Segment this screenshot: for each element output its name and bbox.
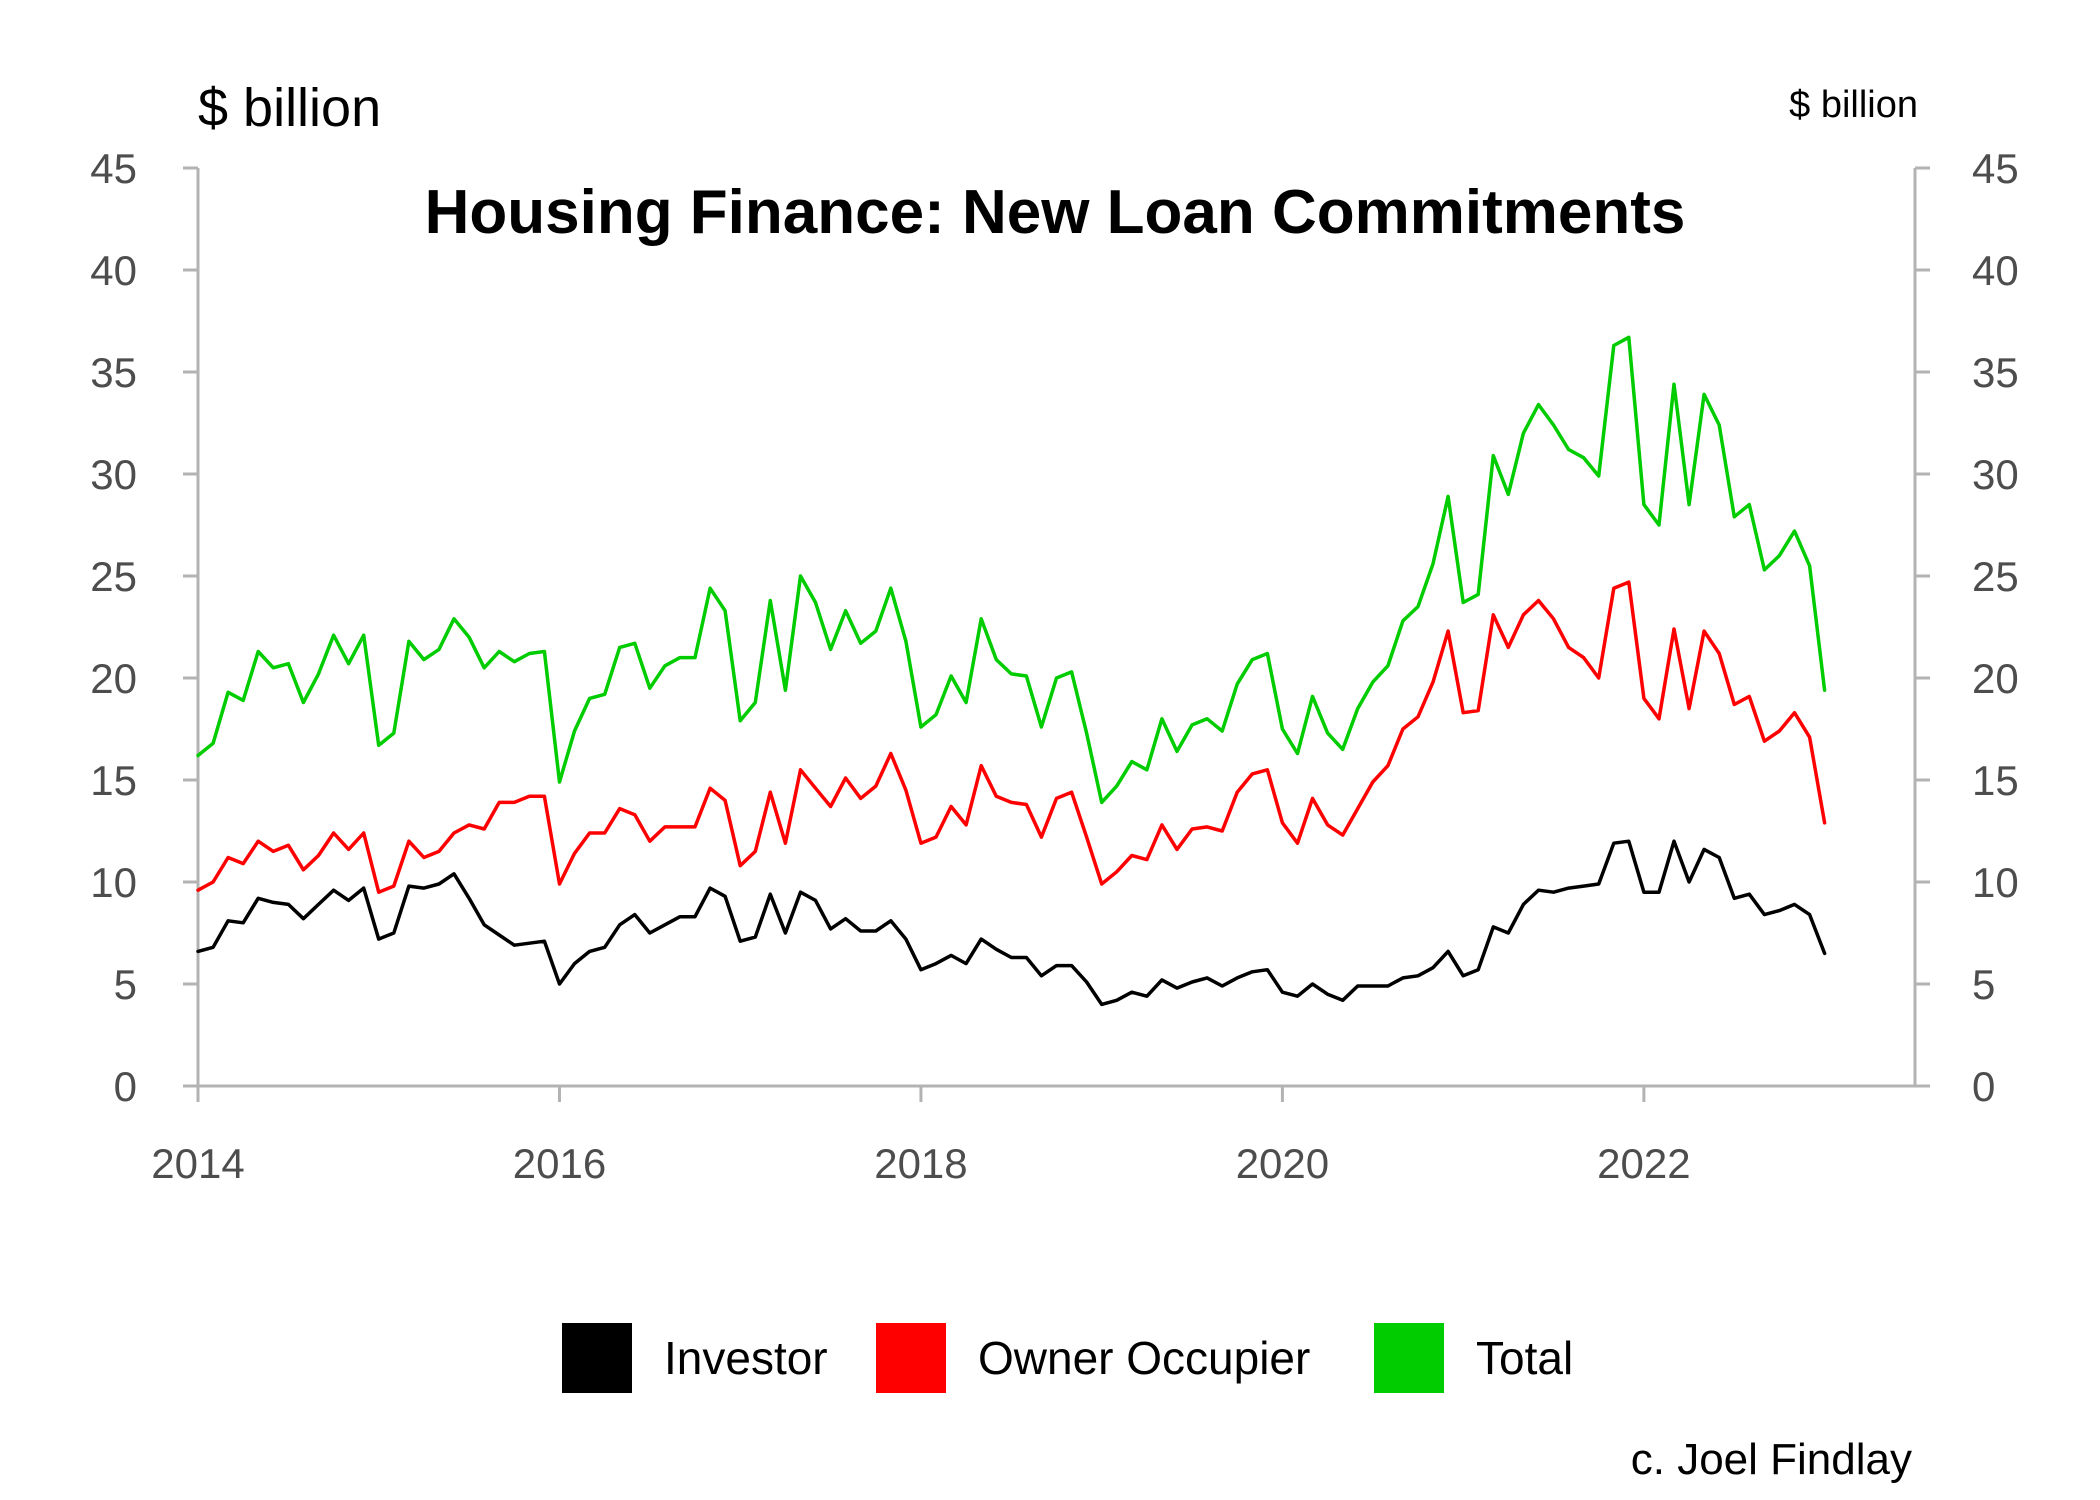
left-axis-unit-label: $ billion [198,78,381,138]
y-tick-label-left: 30 [90,451,137,498]
y-tick-label-right: 40 [1972,247,2019,294]
legend-swatch-owner-occupier [876,1323,946,1393]
legend-label-total: Total [1476,1332,1573,1384]
series-line-investor [196,839,1827,1007]
y-tick-label-right: 35 [1972,349,2019,396]
axes-frame [196,168,1917,1088]
y-tick-label-right: 10 [1972,859,2019,906]
legend-swatch-total [1374,1323,1444,1393]
y-tick-label-left: 35 [90,349,137,396]
y-tick-label-left: 40 [90,247,137,294]
y-ticks-left: 0 5 10 15 20 25 30 35 40 45 [90,145,198,1110]
chart-title: Housing Finance: New Loan Commitments [425,178,1686,247]
x-ticks: 2014 2016 2018 2020 2022 [151,1086,1691,1187]
legend-item-total: Total [1374,1323,1573,1393]
y-tick-label-right: 15 [1972,757,2019,804]
legend-label-owner-occupier: Owner Occupier [978,1332,1310,1384]
legend-item-owner-occupier: Owner Occupier [876,1323,1310,1393]
legend-swatch-investor [562,1323,632,1393]
legend-label-investor: Investor [664,1332,828,1384]
x-tick-label: 2018 [874,1140,967,1187]
y-tick-label-right: 0 [1972,1063,1995,1110]
x-tick-label: 2020 [1236,1140,1329,1187]
series-group [196,335,1827,1007]
series-line-owner-occupier [196,580,1827,894]
y-ticks-right: 0 5 10 15 20 25 30 35 40 45 [1915,145,2019,1110]
legend-item-investor: Investor [562,1323,828,1393]
y-tick-label-right: 45 [1972,145,2019,192]
y-tick-label-left: 20 [90,655,137,702]
x-tick-label: 2022 [1597,1140,1690,1187]
y-tick-label-left: 5 [114,961,137,1008]
y-tick-label-left: 0 [114,1063,137,1110]
y-tick-label-left: 45 [90,145,137,192]
y-tick-label-right: 5 [1972,961,1995,1008]
y-tick-label-left: 25 [90,553,137,600]
legend: Investor Owner Occupier Total [562,1323,1573,1393]
y-tick-label-right: 30 [1972,451,2019,498]
y-tick-label-right: 25 [1972,553,2019,600]
right-axis-unit-label: $ billion [1789,84,1918,126]
x-tick-label: 2014 [151,1140,244,1187]
y-tick-label-right: 20 [1972,655,2019,702]
y-tick-label-left: 15 [90,757,137,804]
series-line-total [196,335,1827,805]
y-tick-label-left: 10 [90,859,137,906]
credit-text: c. Joel Findlay [1631,1435,1912,1484]
x-tick-label: 2016 [513,1140,606,1187]
